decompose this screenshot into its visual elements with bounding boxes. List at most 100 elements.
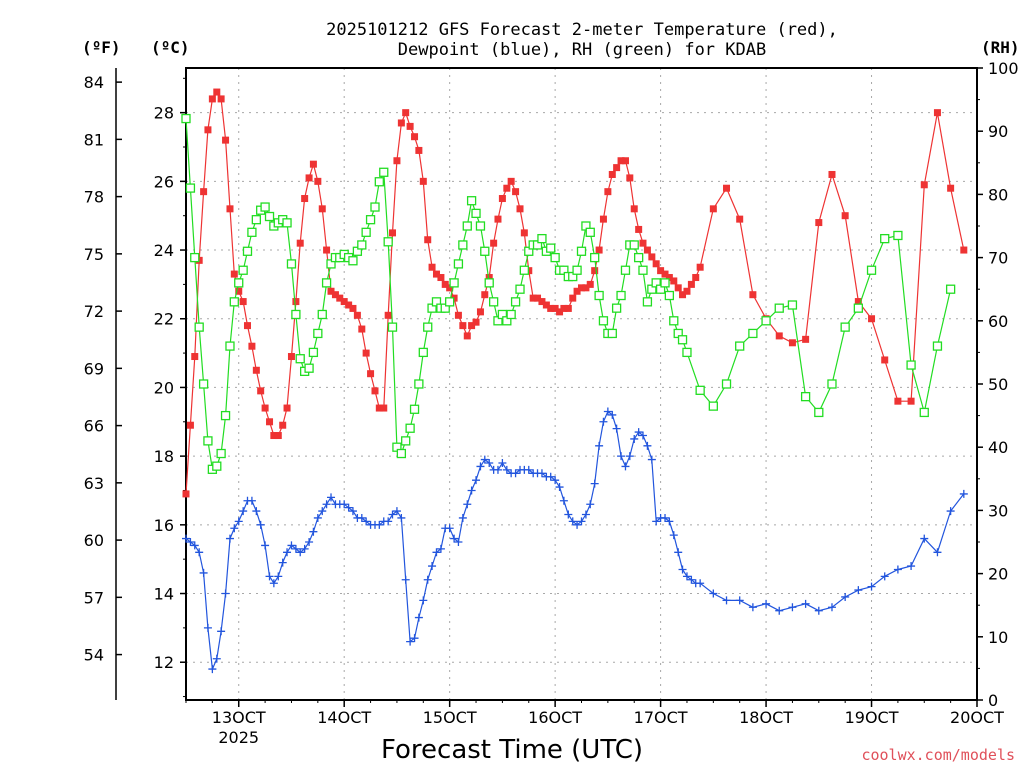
temperature-point [367, 370, 375, 378]
temperature-point [595, 246, 603, 254]
relative-humidity-point [374, 177, 384, 187]
rh-tick-label: 50 [988, 375, 1008, 394]
temperature-point [415, 146, 423, 154]
relative-humidity-point [260, 202, 270, 212]
dewpoint-point [445, 524, 454, 533]
temperature-point [709, 205, 717, 213]
temperature-point [336, 294, 344, 302]
chart-title-line-2: Dewpoint (blue), RH (green) for KDAB [398, 40, 766, 60]
temperature-point [670, 277, 678, 285]
dewpoint-point [647, 455, 656, 464]
dewpoint-point [327, 493, 336, 502]
temperature-point [881, 356, 889, 364]
rh-tick-label: 70 [988, 249, 1008, 268]
relative-humidity-point [761, 316, 771, 326]
relative-humidity-point [787, 300, 798, 310]
dewpoint-point [203, 623, 212, 632]
relative-humidity-point [295, 354, 305, 364]
temperature-point [266, 418, 274, 426]
temperature-point [432, 270, 440, 278]
dewpoint-point [502, 465, 511, 474]
dewpoint-point [959, 489, 968, 498]
temperature-point [437, 274, 445, 282]
dewpoint-point [573, 520, 582, 529]
temperature-point [512, 188, 520, 196]
temperature-point [920, 181, 928, 189]
axes-ticks: 12 14 16 18 20 22 24 26 28 54 57 60 63 66 69 72 75 78 81 84… [84, 59, 1019, 747]
dewpoint-point [480, 455, 489, 464]
dewpoint-point [432, 548, 441, 557]
temperature-point [472, 318, 480, 326]
dewpoint-point [256, 520, 265, 529]
dewpoint-point [748, 603, 757, 612]
temperature-point [599, 215, 607, 223]
dewpoint-point [476, 462, 485, 471]
temperature-point [679, 291, 687, 299]
relative-humidity-point [695, 385, 705, 395]
temperature-point [507, 177, 515, 185]
temperature-point [630, 205, 638, 213]
temperature-point [283, 404, 291, 412]
dewpoint-point [436, 544, 445, 553]
temperature-point [235, 287, 243, 295]
temperature-point [815, 219, 823, 227]
temperature-point [186, 421, 194, 429]
relative-humidity-point [409, 404, 420, 414]
temperature-point [498, 195, 506, 203]
dewpoint-point [401, 575, 410, 584]
dewpoint-point [652, 517, 661, 526]
celsius-tick-label: 24 [154, 241, 174, 260]
relative-humidity-point [677, 335, 688, 345]
temperature-point [287, 353, 295, 361]
relative-humidity-point [629, 240, 639, 250]
temperature-point [419, 177, 427, 185]
dewpoint-point [841, 592, 850, 601]
relative-humidity-point [291, 309, 301, 320]
relative-humidity-point [506, 309, 516, 320]
fahrenheit-tick-label: 54 [84, 646, 104, 665]
temperature-point [318, 205, 326, 213]
dewpoint-point [186, 538, 195, 546]
dewpoint-point [428, 562, 437, 571]
relative-humidity-point [880, 233, 890, 244]
dewpoint-point [638, 431, 647, 440]
plot-frame [185, 67, 978, 701]
temperature-point [309, 160, 317, 168]
temperature-point [485, 274, 493, 282]
dewpoint-point [722, 596, 731, 605]
temperature-point [239, 298, 247, 306]
dewpoint-point [322, 500, 331, 509]
dewpoint-point [577, 517, 586, 526]
fahrenheit-tick-label: 60 [84, 531, 104, 550]
dewpoint-point [287, 541, 296, 550]
dewpoint-point [907, 562, 916, 571]
temperature-point [217, 95, 225, 103]
temperature-point [424, 236, 432, 244]
temperature-point [854, 298, 862, 306]
relative-humidity-point [190, 252, 200, 263]
temperature-point [516, 205, 524, 213]
dewpoint-point [212, 654, 221, 663]
relative-humidity-point [598, 316, 609, 326]
temperature-point [213, 88, 221, 96]
dewpoint-point [296, 548, 305, 557]
temperature-point [868, 315, 876, 323]
relative-humidity-point [594, 290, 604, 301]
relative-humidity-point [313, 328, 323, 339]
celsius-tick-label: 20 [154, 378, 174, 397]
relative-humidity-point [449, 278, 459, 288]
temperature-point [459, 322, 467, 330]
temperature-series [182, 88, 968, 498]
temperature-point [454, 311, 462, 319]
dewpoint-point [801, 599, 810, 608]
relative-humidity-point [401, 436, 411, 446]
temperature-point [481, 291, 489, 299]
relative-humidity-point [721, 379, 732, 389]
relative-humidity-point [484, 278, 494, 288]
temperature-point [402, 109, 410, 117]
temperature-point [301, 195, 309, 203]
x-tick-label: 14OCT [317, 708, 371, 727]
dewpoint-point [357, 513, 366, 522]
temperature-point [586, 280, 594, 288]
dewpoint-point [384, 517, 393, 526]
